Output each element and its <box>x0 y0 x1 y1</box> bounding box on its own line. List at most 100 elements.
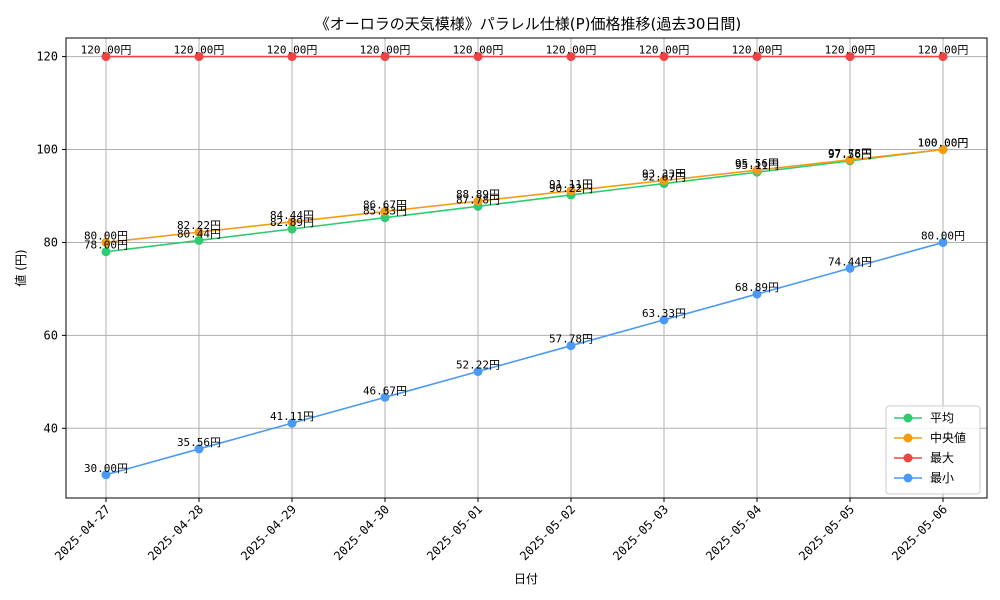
data-label: 35.56円 <box>177 436 221 449</box>
legend-label: 中央値 <box>930 430 966 445</box>
data-point <box>566 52 576 62</box>
legend-box <box>885 405 981 495</box>
legend-marker <box>903 453 913 463</box>
data-label: 46.67円 <box>363 384 407 397</box>
chart-title: 《オーロラの天気模様》パラレル仕様(P)価格推移(過去30日間) <box>315 15 742 33</box>
data-label: 97.56円 <box>828 148 872 161</box>
data-label: 120.00円 <box>546 44 597 57</box>
y-tick-label: 40 <box>44 421 58 435</box>
data-point <box>473 52 483 62</box>
x-tick-label: 2025-05-06 <box>889 502 950 563</box>
data-point <box>101 52 111 62</box>
data-label: 120.00円 <box>453 44 504 57</box>
data-point <box>287 418 297 428</box>
plot-area-border <box>65 37 988 499</box>
data-point <box>473 196 483 206</box>
y-axis-ticks: 40 60 80 100 120 <box>36 50 66 435</box>
data-label: 80.44円 <box>177 227 221 240</box>
data-point <box>566 186 576 196</box>
data-labels: 78.00円 80.44円 82.89円 85.33円 87.78円 90.22円 92.6… <box>81 44 969 475</box>
data-point <box>101 237 111 247</box>
data-label: 74.44円 <box>828 255 872 268</box>
data-label: 87.78円 <box>456 193 500 206</box>
x-tick-label: 2025-05-05 <box>796 502 857 563</box>
data-point <box>659 52 669 62</box>
data-label: 63.33円 <box>642 307 686 320</box>
data-label: 120.00円 <box>360 44 411 57</box>
data-point <box>845 52 855 62</box>
data-label: 86.67円 <box>363 198 407 211</box>
data-point <box>380 206 390 216</box>
data-label: 93.33円 <box>642 168 686 181</box>
data-point <box>194 235 204 245</box>
data-point <box>752 289 762 299</box>
data-point <box>845 155 855 165</box>
data-label: 97.78円 <box>828 147 872 160</box>
data-point <box>287 52 297 62</box>
data-point <box>287 217 297 227</box>
data-label: 100.00円 <box>918 137 969 150</box>
data-label: 90.22円 <box>549 182 593 195</box>
data-label: 100.00円 <box>918 137 969 150</box>
data-label: 91.11円 <box>549 178 593 191</box>
x-tick-label: 2025-04-27 <box>52 502 113 563</box>
data-label: 84.44円 <box>270 209 314 222</box>
legend-marker <box>903 413 913 423</box>
data-point <box>194 227 204 237</box>
x-tick-label: 2025-04-29 <box>238 502 299 563</box>
data-label: 82.22円 <box>177 219 221 232</box>
data-label: 85.33円 <box>363 205 407 218</box>
x-tick-label: 2025-05-02 <box>517 502 578 563</box>
data-label: 92.67円 <box>642 171 686 184</box>
data-label: 30.00円 <box>84 462 128 475</box>
data-label: 120.00円 <box>174 44 225 57</box>
data-label: 82.89円 <box>270 216 314 229</box>
data-point <box>473 367 483 377</box>
x-axis-ticks: 2025-04-27 2025-04-28 2025-04-29 2025-04-30… <box>52 498 950 563</box>
data-point <box>659 176 669 186</box>
data-label: 88.89円 <box>456 188 500 201</box>
data-point <box>752 52 762 62</box>
data-point <box>938 237 948 247</box>
data-label: 68.89円 <box>735 281 779 294</box>
data-label: 120.00円 <box>825 44 876 57</box>
series-line <box>105 148 944 253</box>
data-point <box>566 341 576 351</box>
legend-label: 最大 <box>930 451 954 465</box>
y-tick-label: 100 <box>36 143 58 157</box>
data-point <box>287 224 297 234</box>
data-point <box>380 213 390 223</box>
legend-marker <box>903 433 913 443</box>
series-line <box>105 241 944 476</box>
data-label: 120.00円 <box>732 44 783 57</box>
y-tick-label: 120 <box>36 50 58 64</box>
series-line <box>105 148 944 244</box>
x-axis-label: 日付 <box>514 572 538 586</box>
data-label: 95.56円 <box>735 157 779 170</box>
legend-marker <box>903 473 913 483</box>
y-axis-label: 値 (円) <box>13 249 28 286</box>
data-label: 120.00円 <box>918 44 969 57</box>
data-label: 120.00円 <box>639 44 690 57</box>
data-point <box>380 52 390 62</box>
data-label: 120.00円 <box>267 44 318 57</box>
series-lines <box>101 52 948 480</box>
data-point <box>752 165 762 175</box>
data-point <box>101 470 111 480</box>
data-point <box>659 315 669 325</box>
y-tick-label: 60 <box>44 328 58 342</box>
data-label: 95.11円 <box>735 159 779 172</box>
x-tick-label: 2025-04-30 <box>331 502 392 563</box>
y-tick-label: 80 <box>44 235 58 249</box>
data-point <box>194 52 204 62</box>
data-label: 78.00円 <box>84 239 128 252</box>
x-tick-label: 2025-04-28 <box>145 502 206 563</box>
data-label: 52.22円 <box>456 359 500 372</box>
data-point <box>101 247 111 257</box>
legend-label: 平均 <box>930 411 954 425</box>
data-point <box>938 52 948 62</box>
data-label: 41.11円 <box>270 410 314 423</box>
x-tick-label: 2025-05-03 <box>610 502 671 563</box>
